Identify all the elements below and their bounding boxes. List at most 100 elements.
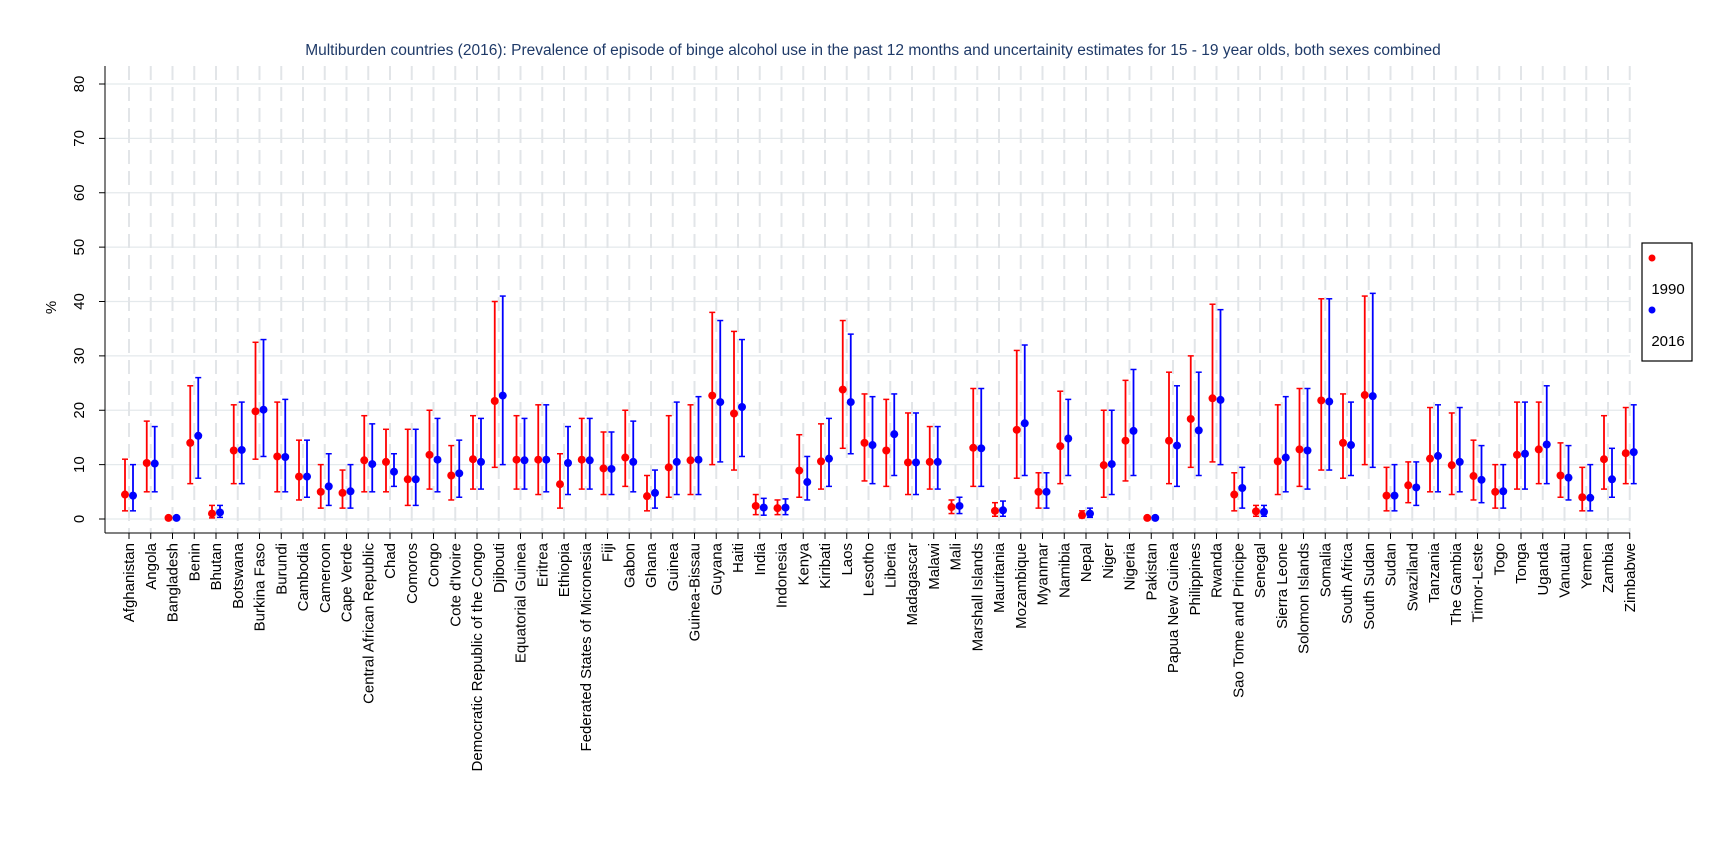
data-point: [999, 506, 1007, 515]
errorbar-1990: [1513, 401, 1521, 490]
category-label: Mauritania: [991, 542, 1008, 613]
errorbar-1990: [577, 417, 586, 490]
data-point: [781, 503, 790, 512]
data-point: [194, 431, 203, 440]
errorbar-2016: [368, 423, 377, 493]
errorbar-2016: [194, 376, 203, 479]
errorbar-1990: [425, 409, 434, 490]
category-label: Eritrea: [534, 542, 551, 587]
category-label: Comoros: [404, 543, 421, 604]
category-label: Malawi: [926, 543, 943, 590]
errorbar-1990: [969, 387, 978, 488]
y-tick-label-40: 40: [71, 293, 88, 310]
errorbar-1990: [1186, 355, 1195, 469]
errorbar-2016: [1608, 447, 1616, 498]
errorbar-1990: [556, 453, 564, 509]
data-point: [273, 452, 282, 461]
data-point: [520, 456, 529, 465]
data-point: [1078, 511, 1086, 520]
data-point: [360, 456, 369, 465]
category-label: Senegal: [1252, 543, 1269, 598]
errorbar-1990: [1621, 406, 1630, 485]
errorbar-1990: [490, 300, 499, 469]
data-point: [629, 457, 638, 466]
category-label: Angola: [143, 542, 160, 589]
errorbar-1990: [1578, 466, 1587, 512]
errorbar-1990: [1600, 414, 1608, 490]
errorbar-1990: [1426, 406, 1434, 493]
data-point: [1578, 493, 1587, 502]
errorbar-2016: [1064, 398, 1073, 477]
errorbar-2016: [999, 500, 1007, 518]
errorbar-2016: [216, 504, 224, 519]
data-point: [1491, 487, 1500, 496]
axes-layer: 0 10 20 30 40 50 60 70 80% Afghanistan Angola Bangl…: [43, 66, 1639, 771]
errorbar-2016: [868, 395, 877, 485]
errorbar-1990: [512, 414, 521, 490]
data-point: [1238, 484, 1247, 493]
errorbar-2016: [1542, 385, 1551, 485]
errorbar-1990: [1208, 303, 1217, 463]
errorbar-2016: [542, 404, 551, 493]
errorbar-2016: [564, 425, 572, 496]
data-point: [1230, 490, 1239, 499]
errorbar-2016: [1586, 463, 1595, 512]
errorbar-1990: [882, 398, 891, 488]
data-point: [795, 466, 804, 475]
category-label: Cameroon: [317, 543, 334, 613]
errorbar-2016: [1390, 463, 1399, 512]
data-point: [411, 475, 420, 484]
errorbar-2016: [1042, 472, 1051, 509]
data-point: [1208, 394, 1217, 403]
errorbar-2016: [585, 417, 594, 490]
errorbar-2016: [1347, 401, 1355, 477]
y-tick-label-80: 80: [71, 76, 88, 93]
data-point: [129, 491, 137, 500]
data-point: [846, 398, 855, 407]
category-label: Timor-Leste: [1470, 543, 1487, 622]
data-point: [368, 460, 377, 469]
data-point: [1339, 438, 1347, 447]
data-point: [1107, 460, 1116, 469]
category-label: Somalia: [1317, 542, 1334, 597]
data-point: [390, 467, 398, 476]
errorbar-2016: [738, 338, 746, 458]
data-point: [121, 490, 129, 499]
category-label: Nepal: [1078, 543, 1095, 582]
data-point: [599, 464, 608, 473]
data-point: [991, 506, 999, 515]
category-label: South Sudan: [1361, 543, 1378, 630]
data-point: [455, 469, 464, 478]
data-point: [324, 482, 333, 491]
data-point: [1012, 425, 1021, 434]
data-point: [882, 446, 891, 455]
category-label: Tonga: [1513, 542, 1530, 584]
data-point: [1412, 483, 1421, 492]
errorbar-1990: [1099, 409, 1108, 498]
legend-label-1990: 1990: [1651, 281, 1684, 298]
errorbar-2016: [1238, 466, 1247, 509]
data-point: [208, 509, 216, 518]
errorbar-2016: [346, 463, 355, 509]
category-label: Guyana: [708, 542, 725, 595]
category-label: Burkina Faso: [252, 543, 269, 631]
category-label: The Gambia: [1448, 542, 1465, 625]
errorbar-1990: [1317, 298, 1326, 471]
errorbar-2016: [890, 393, 899, 477]
errorbar-2016: [390, 453, 398, 488]
data-point: [803, 478, 812, 487]
y-tick-label-50: 50: [71, 239, 88, 256]
data-point: [1317, 396, 1326, 405]
errorbar-2016: [1521, 401, 1529, 490]
category-label: Bangladesh: [165, 543, 182, 622]
errorbar-1990: [142, 420, 151, 493]
data-point: [730, 409, 738, 418]
errorbar-1990: [1034, 472, 1043, 509]
errorbar-2016: [1281, 395, 1290, 493]
data-point: [251, 407, 260, 416]
errorbar-2016: [1216, 308, 1225, 466]
data-point: [947, 503, 956, 512]
category-label: Solomon Islands: [1296, 543, 1313, 654]
errorbar-2016: [651, 469, 659, 509]
category-label: Niger: [1100, 543, 1117, 579]
